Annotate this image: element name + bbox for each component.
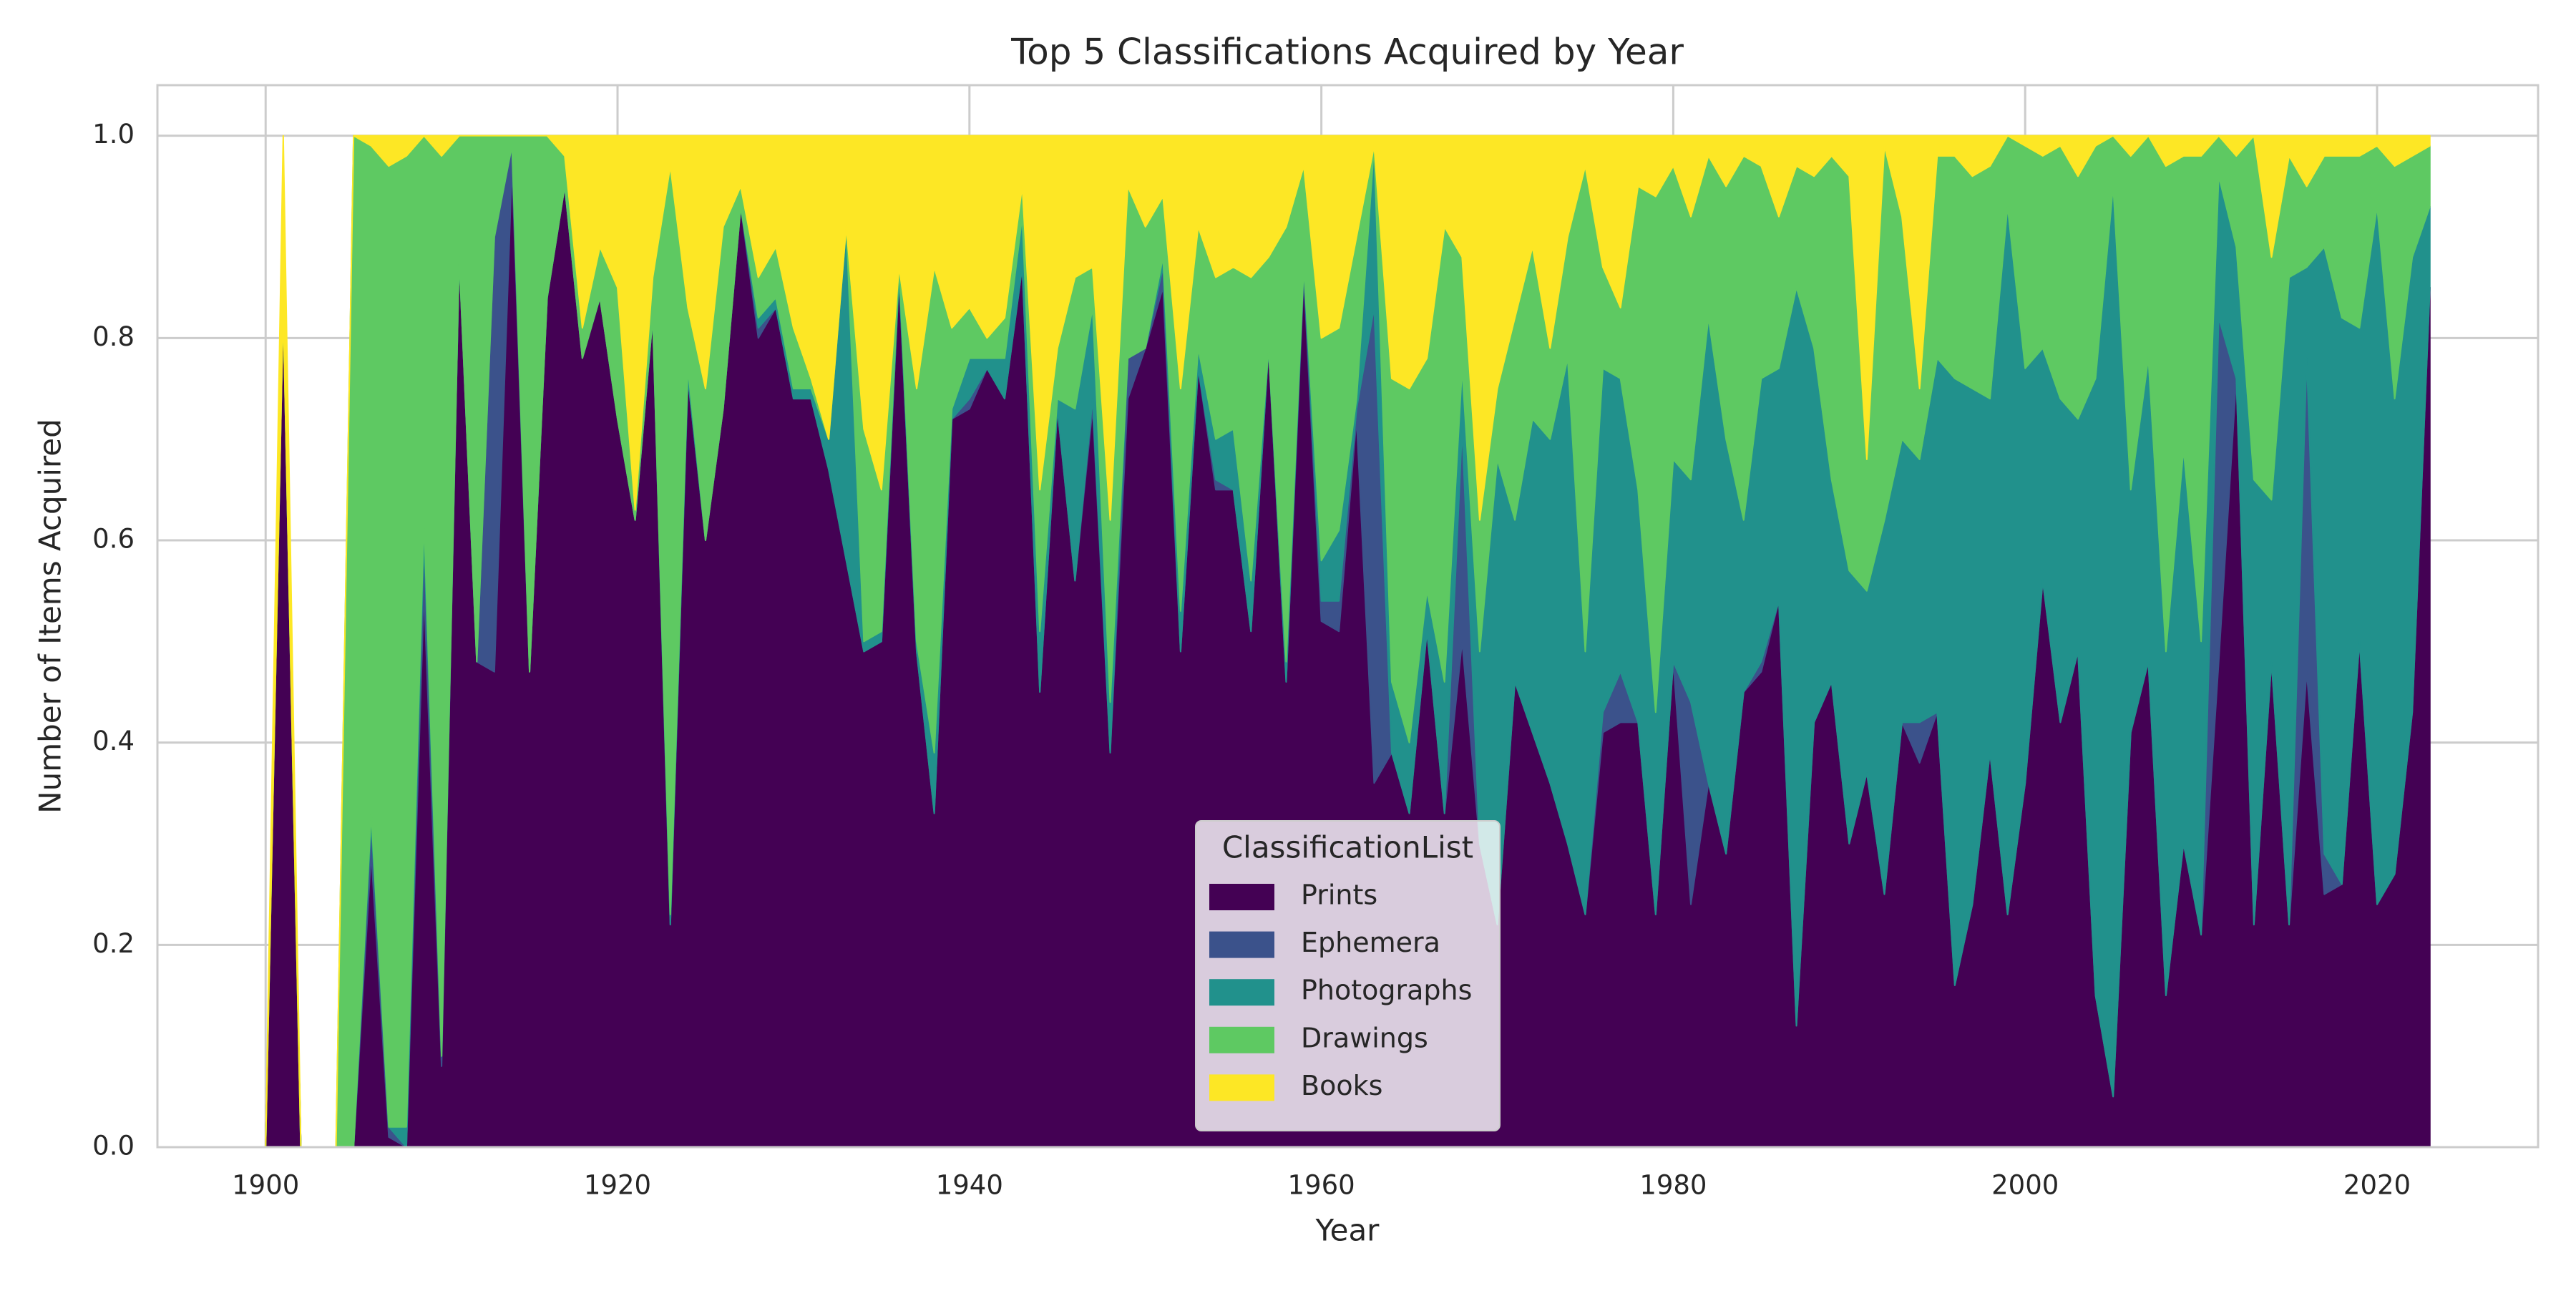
- plot-areas: [265, 135, 2431, 1148]
- tick-labels: 0.0 0.2 0.4 0.6 0.8 1.0 1900 1920 1940 1960 1980 20…: [92, 119, 2411, 1200]
- x-tick-label: 1940: [936, 1170, 1003, 1201]
- plot-frame: [156, 84, 2540, 1149]
- y-tick-label: 0.4: [92, 726, 135, 756]
- x-tick-label: 1900: [232, 1170, 299, 1201]
- x-tick-label: 2020: [2343, 1170, 2411, 1201]
- legend-label: Drawings: [1301, 1022, 1428, 1053]
- legend-swatch: [1209, 1026, 1274, 1053]
- y-tick-label: 1.0: [92, 119, 135, 150]
- x-tick-label: 1920: [584, 1170, 651, 1201]
- legend: ClassificationList Prints Ephemera Photogra…: [1195, 820, 1501, 1131]
- chart-title: Top 5 Classifications Acquired by Year: [1010, 31, 1684, 73]
- y-tick-label: 0.0: [92, 1131, 135, 1161]
- legend-swatch: [1209, 1074, 1274, 1101]
- x-tick-label: 1980: [1639, 1170, 1707, 1201]
- legend-label: Books: [1301, 1070, 1382, 1101]
- x-tick-label: 1960: [1288, 1170, 1355, 1201]
- x-axis-label: Year: [1315, 1213, 1380, 1248]
- legend-swatch: [1209, 931, 1274, 958]
- legend-swatch: [1209, 979, 1274, 1006]
- x-tick-label: 2000: [1991, 1170, 2059, 1201]
- legend-label: Photographs: [1301, 975, 1472, 1006]
- y-tick-label: 0.8: [92, 321, 135, 352]
- y-axis-label: Number of Items Acquired: [33, 419, 68, 814]
- legend-title: ClassificationList: [1222, 830, 1473, 865]
- legend-swatch: [1209, 884, 1274, 910]
- area: [265, 135, 2431, 1148]
- y-tick-label: 0.6: [92, 524, 135, 555]
- y-tick-label: 0.2: [92, 928, 135, 959]
- legend-label: Prints: [1301, 880, 1377, 911]
- legend-label: Ephemera: [1301, 927, 1440, 958]
